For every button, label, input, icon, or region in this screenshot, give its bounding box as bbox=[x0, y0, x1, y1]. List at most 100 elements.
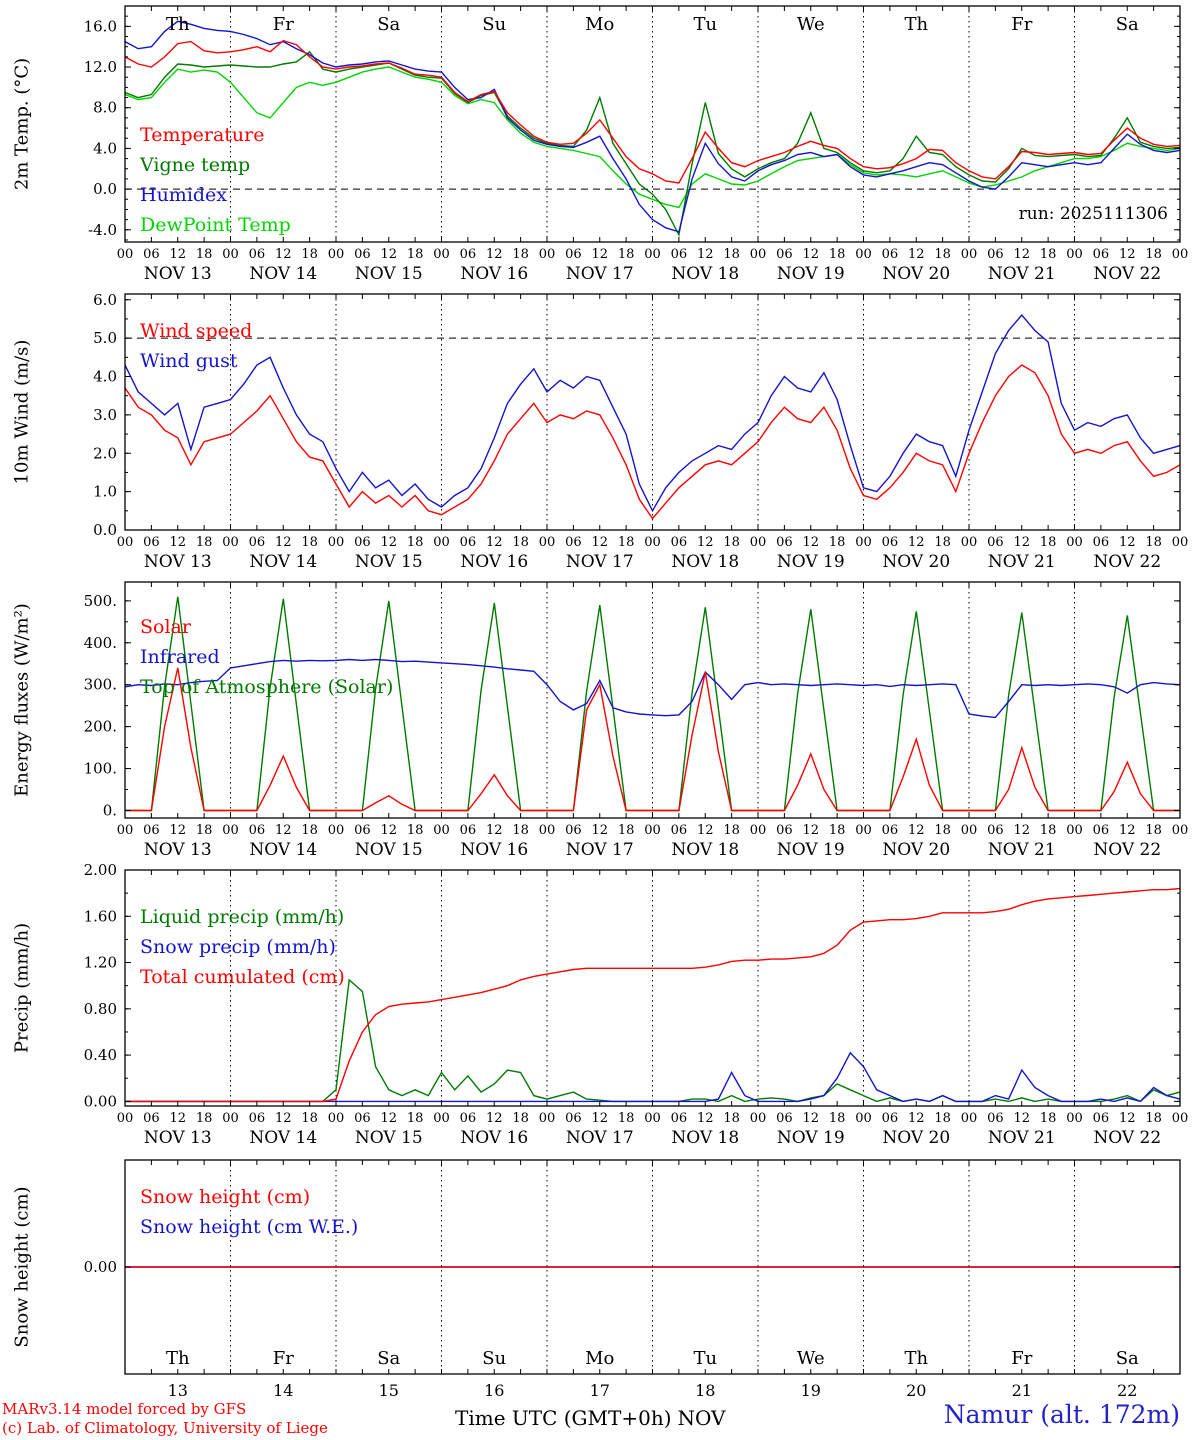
svg-text:NOV 20: NOV 20 bbox=[882, 840, 950, 860]
svg-text:12: 12 bbox=[169, 1111, 186, 1126]
svg-text:06: 06 bbox=[776, 247, 793, 262]
month-label: NOV bbox=[677, 1406, 726, 1430]
svg-text:18: 18 bbox=[934, 247, 951, 262]
svg-text:18: 18 bbox=[618, 247, 635, 262]
svg-text:06: 06 bbox=[565, 823, 582, 838]
svg-text:00: 00 bbox=[644, 247, 661, 262]
svg-text:00: 00 bbox=[750, 823, 767, 838]
svg-text:00: 00 bbox=[1066, 247, 1083, 262]
svg-text:18: 18 bbox=[934, 535, 951, 550]
svg-text:18: 18 bbox=[934, 1111, 951, 1126]
svg-text:06: 06 bbox=[249, 535, 266, 550]
svg-text:06: 06 bbox=[987, 1111, 1004, 1126]
legend-vigne-temp: Vigne temp bbox=[140, 154, 251, 176]
svg-text:16.0: 16.0 bbox=[84, 17, 117, 35]
svg-text:00: 00 bbox=[1172, 1111, 1189, 1126]
svg-text:NOV 18: NOV 18 bbox=[671, 552, 739, 572]
svg-text:06: 06 bbox=[671, 247, 688, 262]
svg-text:2.00: 2.00 bbox=[84, 864, 117, 879]
svg-text:18: 18 bbox=[1040, 1111, 1057, 1126]
svg-text:06: 06 bbox=[354, 1111, 371, 1126]
svg-text:18: 18 bbox=[301, 535, 318, 550]
svg-text:00: 00 bbox=[1066, 1111, 1083, 1126]
svg-text:Fr: Fr bbox=[1011, 14, 1032, 35]
svg-text:NOV 15: NOV 15 bbox=[355, 264, 423, 284]
svg-text:18: 18 bbox=[1040, 823, 1057, 838]
svg-text:18: 18 bbox=[618, 535, 635, 550]
svg-text:Th: Th bbox=[166, 14, 190, 35]
svg-text:18: 18 bbox=[1040, 535, 1057, 550]
svg-text:00: 00 bbox=[644, 535, 661, 550]
time-axis-label: Time UTC (GMT+0h) bbox=[455, 1406, 672, 1430]
svg-text:12: 12 bbox=[1119, 535, 1136, 550]
svg-text:18: 18 bbox=[723, 535, 740, 550]
svg-text:4.0: 4.0 bbox=[93, 368, 117, 386]
svg-text:00: 00 bbox=[750, 535, 767, 550]
precip-plot: 00 06 12 18 00 06 12 18 00 06 12 18 00 06 12 18 00 06 12 18… bbox=[84, 864, 1189, 1148]
svg-text:06: 06 bbox=[354, 247, 371, 262]
svg-text:18: 18 bbox=[512, 823, 529, 838]
svg-text:00: 00 bbox=[222, 1111, 239, 1126]
svg-text:06: 06 bbox=[249, 823, 266, 838]
svg-text:12.0: 12.0 bbox=[84, 58, 117, 76]
svg-text:NOV 17: NOV 17 bbox=[566, 1128, 634, 1148]
svg-text:19: 19 bbox=[801, 1381, 821, 1400]
legend-snow-height-we: Snow height (cm W.E.) bbox=[140, 1216, 359, 1238]
svg-text:NOV 14: NOV 14 bbox=[249, 1128, 317, 1148]
svg-text:Mo: Mo bbox=[585, 14, 614, 35]
svg-text:12: 12 bbox=[1119, 247, 1136, 262]
svg-text:00: 00 bbox=[961, 247, 978, 262]
svg-text:00: 00 bbox=[961, 535, 978, 550]
model-credit-line2: (c) Lab. of Climatology, University of L… bbox=[2, 1419, 328, 1437]
svg-text:18: 18 bbox=[196, 247, 213, 262]
run-label: run: 2025111306 bbox=[1018, 204, 1168, 224]
station-label: Namur (alt. 172m) bbox=[943, 1400, 1180, 1429]
svg-text:00: 00 bbox=[328, 823, 345, 838]
svg-text:00: 00 bbox=[644, 823, 661, 838]
svg-text:0.80: 0.80 bbox=[84, 1000, 117, 1018]
svg-text:06: 06 bbox=[1093, 823, 1110, 838]
energy-plot: 00 06 12 18 00 06 12 18 00 06 12 18 00 06 12 18 00 06 12 18… bbox=[84, 581, 1188, 860]
svg-text:18: 18 bbox=[829, 535, 846, 550]
legend-wind-gust: Wind gust bbox=[140, 350, 238, 372]
svg-text:NOV 18: NOV 18 bbox=[671, 264, 739, 284]
svg-text:NOV 21: NOV 21 bbox=[988, 840, 1056, 860]
svg-text:00: 00 bbox=[855, 535, 872, 550]
svg-text:18: 18 bbox=[1145, 247, 1162, 262]
svg-text:NOV 16: NOV 16 bbox=[460, 264, 528, 284]
svg-text:NOV 14: NOV 14 bbox=[249, 552, 317, 572]
svg-text:12: 12 bbox=[380, 247, 397, 262]
svg-text:06: 06 bbox=[776, 535, 793, 550]
svg-text:NOV 17: NOV 17 bbox=[566, 840, 634, 860]
wind-legend: Wind speed Wind gust bbox=[140, 316, 252, 376]
svg-text:NOV 22: NOV 22 bbox=[1093, 264, 1161, 284]
svg-text:12: 12 bbox=[169, 247, 186, 262]
svg-text:06: 06 bbox=[249, 247, 266, 262]
svg-text:12: 12 bbox=[908, 535, 925, 550]
svg-text:2.0: 2.0 bbox=[93, 444, 117, 462]
svg-text:NOV 22: NOV 22 bbox=[1093, 552, 1161, 572]
legend-wind-speed: Wind speed bbox=[140, 320, 253, 342]
panel-precip: Precip (mm/h) 00 06 12 18 00 06 12 18 00 06 12 18 00… bbox=[0, 864, 1194, 1152]
svg-text:12: 12 bbox=[380, 1111, 397, 1126]
svg-text:-4.0: -4.0 bbox=[88, 221, 117, 239]
svg-text:06: 06 bbox=[143, 535, 160, 550]
svg-text:100.: 100. bbox=[84, 760, 117, 778]
panel-temperature: 2m Temp. (°C) 00 06 12 18 00 06 12 18 00 06 12 18 00… bbox=[0, 0, 1194, 288]
svg-text:14: 14 bbox=[273, 1381, 293, 1400]
svg-text:00: 00 bbox=[539, 535, 556, 550]
svg-text:18: 18 bbox=[512, 1111, 529, 1126]
svg-text:00: 00 bbox=[328, 1111, 345, 1126]
svg-text:0.0: 0.0 bbox=[93, 180, 117, 198]
svg-text:06: 06 bbox=[143, 1111, 160, 1126]
svg-text:NOV 19: NOV 19 bbox=[777, 552, 845, 572]
legend-infrared: Infrared bbox=[140, 646, 220, 668]
svg-text:06: 06 bbox=[460, 1111, 477, 1126]
panel-energy: Energy fluxes (W/m²) 00 06 12 18 00 06 12 18 00 0… bbox=[0, 576, 1194, 864]
svg-text:18: 18 bbox=[829, 823, 846, 838]
svg-text:06: 06 bbox=[671, 823, 688, 838]
svg-text:Sa: Sa bbox=[377, 1348, 400, 1369]
svg-text:18: 18 bbox=[407, 823, 424, 838]
legend-liquid-precip: Liquid precip (mm/h) bbox=[140, 906, 345, 928]
svg-text:NOV 20: NOV 20 bbox=[882, 264, 950, 284]
